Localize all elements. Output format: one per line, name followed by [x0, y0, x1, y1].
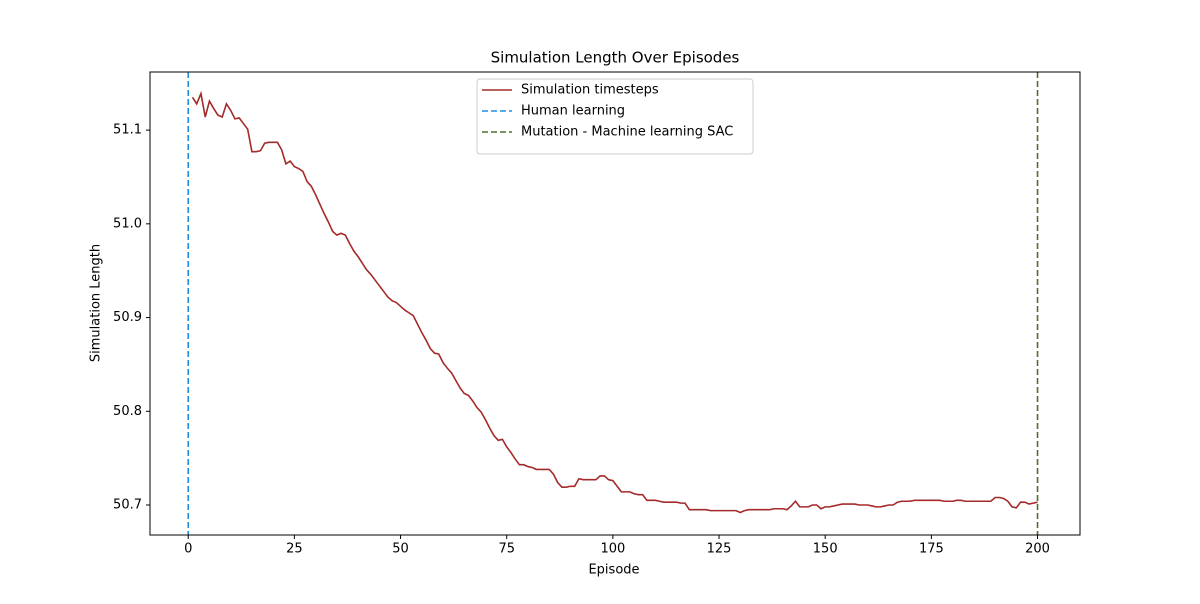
x-tick-label: 0	[184, 542, 192, 557]
plot-frame	[149, 71, 1081, 536]
legend-box	[476, 78, 754, 155]
x-tick-label: 150	[813, 542, 838, 557]
legend-label: Simulation timesteps	[521, 83, 659, 98]
x-tick-label: 100	[600, 542, 625, 557]
x-tick-label: 25	[286, 542, 303, 557]
chart-title: Simulation Length Over Episodes	[491, 49, 740, 67]
x-tick-label: 125	[707, 542, 732, 557]
y-tick-label: 51.1	[113, 123, 142, 138]
y-axis-label: Simulation Length	[89, 244, 104, 362]
legend-label: Mutation - Machine learning SAC	[521, 125, 733, 140]
y-tick-label: 50.9	[113, 310, 142, 325]
x-tick-label: 50	[392, 542, 409, 557]
x-tick-label: 175	[919, 542, 944, 557]
y-tick-label: 50.7	[113, 498, 142, 513]
legend-label: Human learning	[521, 104, 625, 119]
x-axis-label: Episode	[588, 563, 639, 578]
line-series	[191, 90, 1038, 514]
x-tick-label: 200	[1025, 542, 1050, 557]
y-tick-label: 51.0	[113, 216, 142, 231]
y-tick-label: 50.8	[113, 404, 142, 419]
x-tick-label: 75	[498, 542, 515, 557]
